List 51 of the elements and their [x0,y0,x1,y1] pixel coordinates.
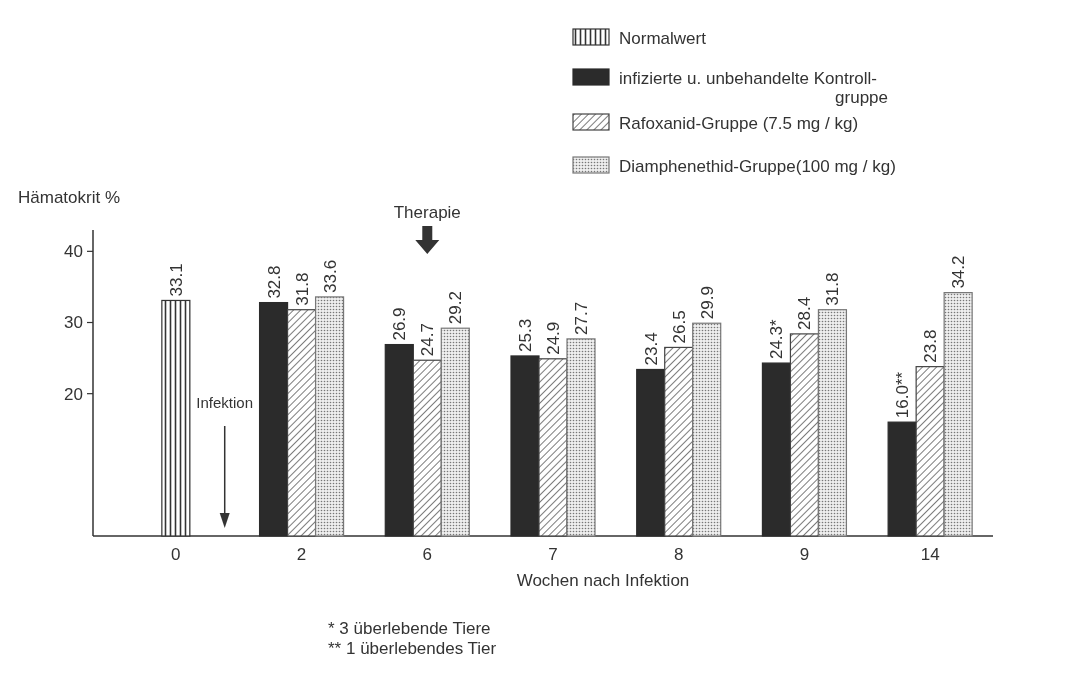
legend-label: Rafoxanid-Gruppe (7.5 mg / kg) [619,113,859,133]
data-label: 23.4 [641,332,661,366]
x-axis-title: Wochen nach Infektion [516,571,690,590]
data-label: 32.8 [264,265,284,299]
data-label: 33.1 [166,263,186,297]
bar [412,359,442,537]
bar [286,309,317,537]
bar [915,366,945,537]
data-label: 29.2 [446,291,466,325]
y-tick-label: 40 [64,242,83,262]
bar [664,346,694,537]
legend-label: Diamphenethid-Gruppe(100 mg / kg) [619,156,896,176]
bar [314,296,345,537]
text: * 3 überlebende Tiere [328,619,491,638]
data-label: 24.9 [544,321,563,355]
annotation: Infektion [196,394,254,411]
x-tick-label: 8 [673,545,684,564]
bar [566,338,596,537]
data-label: 34.2 [949,255,969,289]
data-label: 31.8 [823,272,843,306]
text: Therapie [393,203,461,222]
bar [789,333,820,537]
y-tick-label: 30 [64,313,83,333]
y-tick-label: 20 [64,384,83,404]
data-label: 31.8 [292,272,312,306]
x-tick-label: 2 [296,545,307,564]
bar [817,309,848,537]
bar [692,322,722,537]
data-label: 24.7 [418,323,438,357]
legend-label: infizierte u. unbehandelte Kontroll- gruppe [619,68,888,107]
x-tick-label: 9 [799,545,810,564]
data-label: 29.9 [697,286,717,320]
data-label: 28.4 [795,296,815,330]
x-tick-label: 14 [920,545,940,564]
bar [538,358,568,537]
bar [440,327,470,537]
legend-label: Normalwert [619,28,707,48]
text: ** 1 überlebendes Tier [328,639,497,658]
data-label: 25.3 [516,318,535,352]
y-axis-title: Hämatokrit % [18,188,121,207]
data-label: 33.6 [320,259,340,293]
data-label: 24.3* [767,318,787,360]
data-label: 26.5 [669,310,689,344]
x-tick-label: 6 [422,545,433,564]
bar [943,292,973,537]
data-label: 16.0** [893,371,913,419]
x-tick-label: 7 [548,545,558,564]
data-label: 26.9 [390,307,410,341]
data-label: 27.7 [572,301,591,335]
x-tick-label: 0 [171,545,181,564]
data-label: 23.8 [921,329,941,363]
